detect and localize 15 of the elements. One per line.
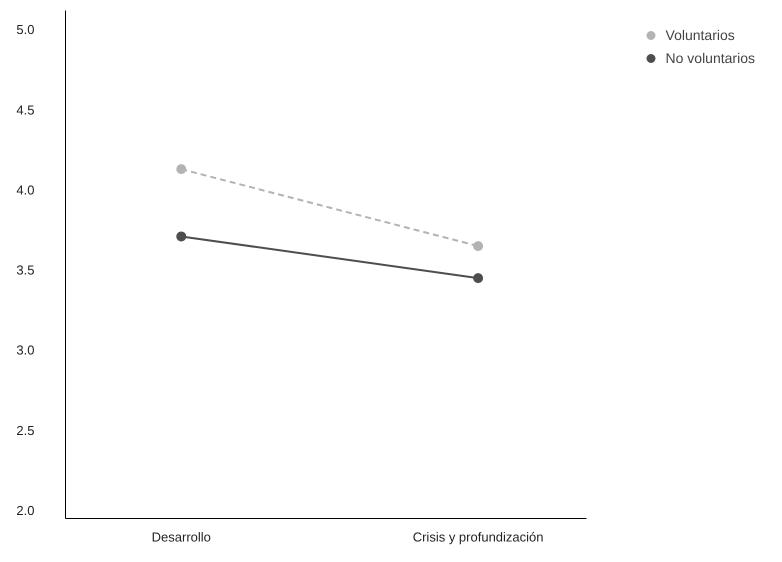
y-tick-label: 4.5 <box>16 102 35 118</box>
y-tick-label: 2.5 <box>16 422 35 438</box>
point <box>176 231 186 242</box>
point <box>473 273 484 284</box>
y-tick-label: 2.0 <box>16 502 35 518</box>
x-tick-label: Crisis y profundización <box>412 530 544 544</box>
y-tick-label: 3.0 <box>16 342 35 358</box>
y-tick-label: 5.0 <box>16 22 35 38</box>
legend-label: Voluntarios <box>666 27 735 43</box>
x-tick-label: Desarrollo <box>152 530 211 544</box>
legend-label: No voluntarios <box>666 50 755 66</box>
point <box>473 241 484 252</box>
y-tick-label: 3.5 <box>16 262 35 278</box>
point <box>176 164 186 174</box>
y-tick-label: 4.0 <box>16 182 35 198</box>
